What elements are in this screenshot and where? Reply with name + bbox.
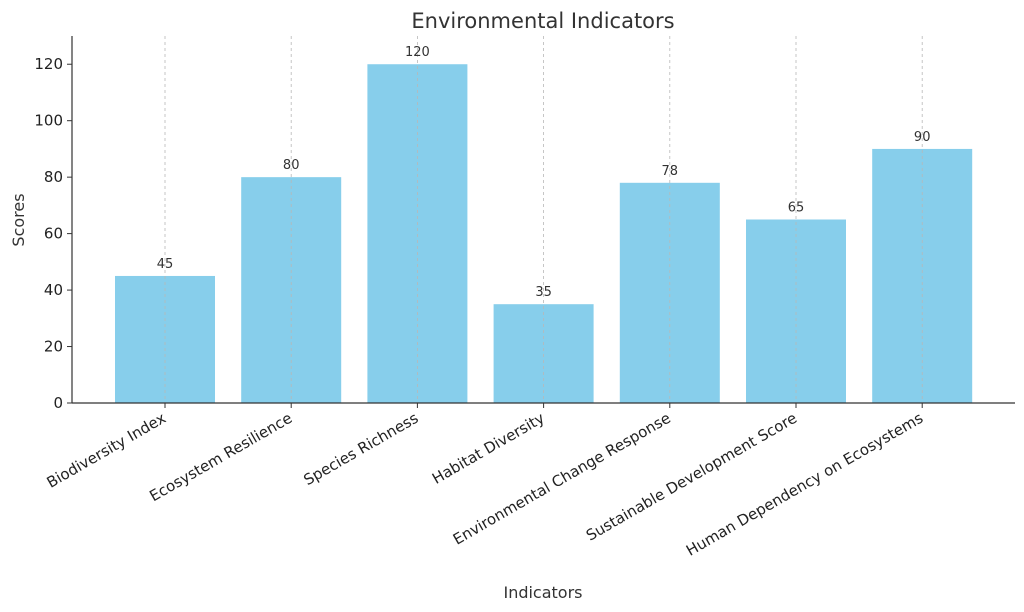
bar-value-label: 80	[283, 158, 300, 173]
bar	[115, 275, 215, 403]
bar	[619, 182, 720, 403]
y-tick-label: 20	[44, 338, 63, 356]
y-tick-label: 80	[44, 168, 63, 186]
bar-value-label: 65	[788, 201, 805, 216]
x-tick-label: Human Dependency on Ecosystems	[683, 409, 926, 560]
y-axis-label: Scores	[9, 193, 28, 246]
y-tick-label: 120	[34, 55, 63, 73]
y-tick-label: 60	[44, 225, 63, 243]
x-tick-label: Habitat Diversity	[429, 409, 548, 488]
bar-value-label: 120	[405, 45, 430, 60]
x-tick-label: Biodiversity Index	[44, 409, 169, 492]
y-ticks: 0 20 40 60 80 100 120	[34, 55, 72, 412]
x-tick-label: Sustainable Development Score	[583, 409, 800, 545]
x-tick-label: Species Richness	[300, 409, 421, 489]
x-tick-label: Ecosystem Resilience	[146, 409, 295, 505]
y-tick-label: 0	[53, 394, 63, 412]
y-tick-label: 100	[34, 112, 63, 130]
bar-value-label: 90	[914, 130, 931, 145]
value-labels: 45 80 120 35 78 65 90	[157, 45, 931, 300]
bar-value-label: 45	[157, 257, 174, 272]
bar-value-label: 78	[662, 164, 679, 179]
grid	[164, 36, 923, 403]
bar-value-label: 35	[535, 285, 552, 300]
y-tick-label: 40	[44, 281, 63, 299]
x-tick-label: Environmental Change Response	[450, 409, 674, 549]
x-axis-label: Indicators	[503, 583, 582, 602]
chart-title: Environmental Indicators	[411, 9, 674, 33]
